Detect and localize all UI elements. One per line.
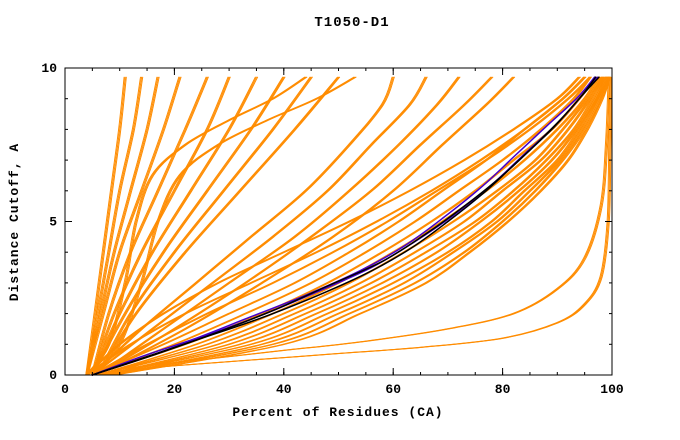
model-curve (114, 76, 611, 376)
model-curve (85, 76, 141, 376)
model-curve (96, 76, 311, 376)
curves-layer (85, 76, 612, 376)
model-curve (103, 76, 606, 376)
axis-ticks (64, 67, 613, 376)
model-curve (92, 76, 357, 376)
model-curve (92, 76, 286, 376)
model-curve (90, 76, 207, 376)
model-curve (87, 76, 308, 376)
model-curve (97, 76, 514, 376)
model-curve (98, 76, 341, 376)
tick-label: 80 (495, 382, 511, 397)
model-curve (101, 76, 605, 376)
model-curve (92, 76, 209, 376)
highlight-curve (91, 76, 600, 376)
model-curve (87, 76, 182, 376)
tick-label: 20 (167, 382, 183, 397)
model-curve (90, 76, 284, 376)
model-curve (102, 76, 606, 376)
model-curve (90, 76, 229, 376)
model-curve (98, 76, 313, 376)
model-curve (96, 76, 338, 376)
highlight-curve (91, 76, 596, 376)
tick-label: 5 (49, 215, 57, 230)
model-curve (97, 76, 312, 376)
tick-label: 10 (41, 61, 57, 76)
model-curve (97, 76, 460, 376)
model-curve (96, 76, 492, 376)
model-curve (97, 76, 339, 376)
model-curve (87, 76, 587, 376)
model-curve (102, 76, 605, 376)
model-curve (98, 76, 605, 376)
model-curve (98, 76, 461, 376)
model-curve (85, 76, 158, 376)
model-curve (120, 76, 611, 370)
model-curve (86, 76, 181, 376)
x-axis-label: Percent of Residues (CA) (232, 405, 443, 420)
model-curve (92, 76, 428, 376)
model-curve (85, 76, 180, 376)
model-curve (109, 76, 612, 373)
model-curve (96, 76, 513, 376)
model-curve (91, 76, 427, 376)
y-axis-label: Distance Cutoff, A (7, 143, 22, 301)
tick-label: 100 (600, 382, 624, 397)
model-curve (90, 76, 426, 376)
axis-tick-labels: 0 20 40 60 80 100 0 5 10 (41, 61, 624, 397)
model-curve (85, 76, 125, 376)
model-curve (86, 76, 126, 376)
model-curve (101, 76, 606, 376)
model-curve (92, 76, 592, 376)
model-curve (86, 76, 586, 376)
model-curve (85, 76, 584, 376)
tick-label: 0 (61, 382, 69, 397)
model-curve (98, 76, 516, 376)
model-curve (101, 76, 604, 376)
model-curve (91, 76, 208, 376)
tick-label: 60 (385, 382, 401, 397)
model-curve (87, 76, 581, 376)
model-curve (98, 76, 603, 376)
model-curve (102, 76, 607, 376)
chart-title: T1050-D1 (314, 15, 389, 31)
model-curve (96, 76, 459, 376)
model-curve (86, 76, 159, 376)
model-curve (91, 76, 285, 376)
model-curve (86, 76, 143, 376)
model-curve (103, 76, 607, 376)
tick-label: 0 (49, 368, 57, 383)
plot-frame (64, 67, 613, 376)
tick-label: 40 (276, 382, 292, 397)
